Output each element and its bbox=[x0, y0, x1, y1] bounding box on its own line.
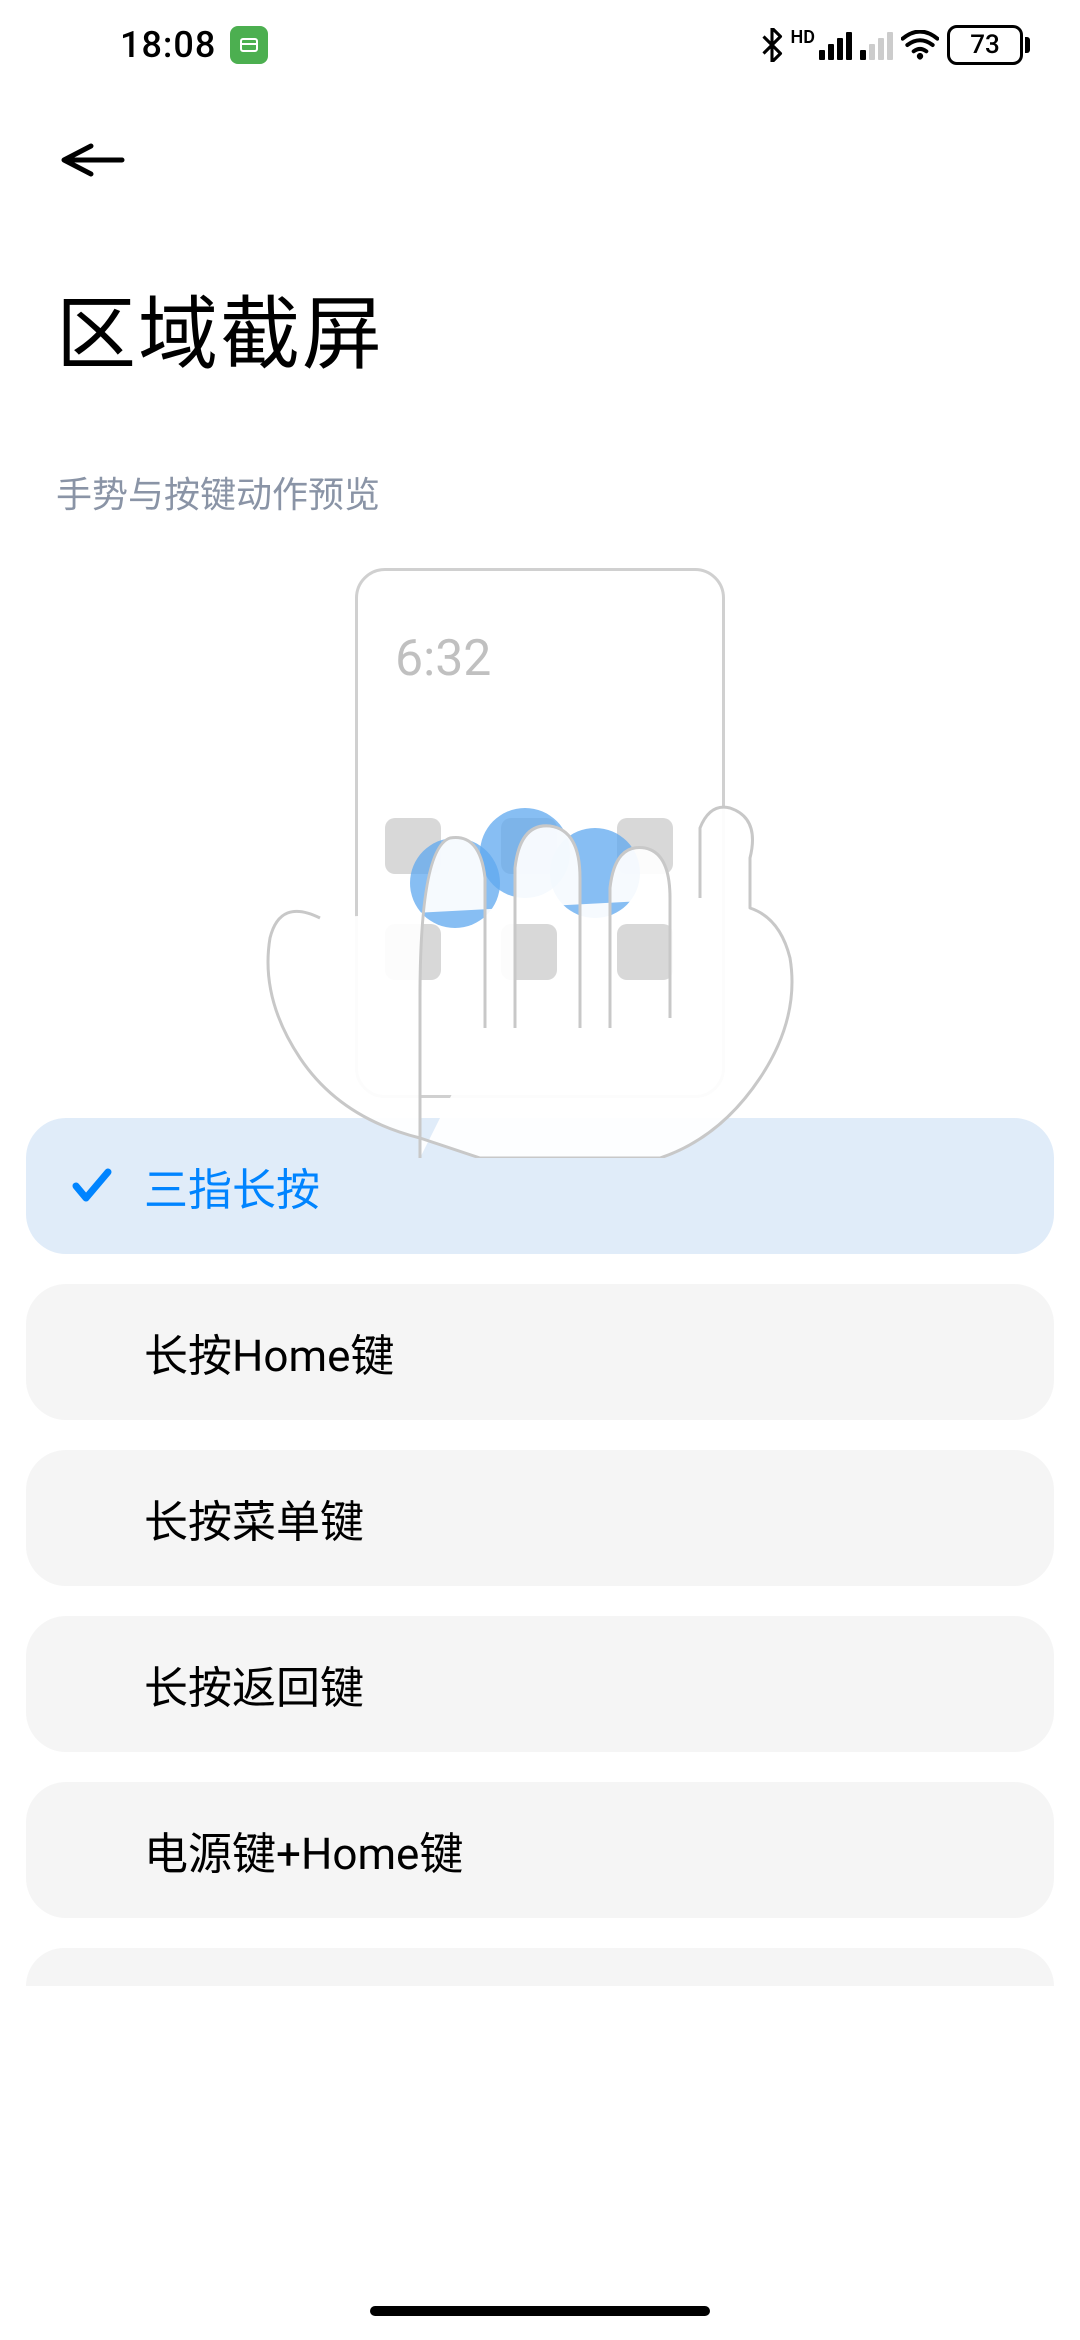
status-right: HD 73 bbox=[761, 25, 1030, 65]
wifi-icon bbox=[901, 30, 939, 60]
hd-indicator: HD bbox=[791, 27, 815, 48]
option-label: 长按Home键 bbox=[144, 1320, 394, 1384]
signal-icon-2 bbox=[860, 30, 893, 60]
page-title: 区域截屏 bbox=[56, 270, 1080, 386]
status-time: 18:08 bbox=[120, 24, 216, 66]
status-left: 18:08 bbox=[120, 24, 268, 66]
option-power-home[interactable]: 电源键+Home键 bbox=[26, 1782, 1054, 1918]
bluetooth-icon bbox=[761, 28, 783, 62]
option-label: 电源键+Home键 bbox=[144, 1818, 463, 1882]
app-indicator-icon bbox=[230, 26, 268, 64]
signal-icon-1 bbox=[819, 30, 852, 60]
battery-level: 73 bbox=[970, 30, 1000, 60]
option-long-press-menu[interactable]: 长按菜单键 bbox=[26, 1450, 1054, 1586]
phone-illustration-time: 6:32 bbox=[395, 630, 491, 688]
battery-icon: 73 bbox=[947, 25, 1030, 65]
option-label: 长按返回键 bbox=[144, 1652, 364, 1716]
option-partial[interactable] bbox=[26, 1948, 1054, 1986]
option-long-press-back[interactable]: 长按返回键 bbox=[26, 1616, 1054, 1752]
page-subtitle: 手势与按键动作预览 bbox=[56, 466, 1080, 518]
option-long-press-home[interactable]: 长按Home键 bbox=[26, 1284, 1054, 1420]
options-list: 三指长按 长按Home键 长按菜单键 长按返回键 电源键+Home键 bbox=[26, 1118, 1054, 1986]
gesture-illustration: 6:32 bbox=[260, 568, 820, 1098]
check-icon bbox=[68, 1162, 116, 1210]
status-bar: 18:08 HD 73 bbox=[0, 0, 1080, 90]
back-button[interactable] bbox=[56, 140, 126, 190]
hand-icon bbox=[220, 718, 860, 1158]
home-indicator[interactable] bbox=[370, 2306, 710, 2316]
option-label: 长按菜单键 bbox=[144, 1486, 364, 1550]
option-label: 三指长按 bbox=[144, 1154, 320, 1218]
